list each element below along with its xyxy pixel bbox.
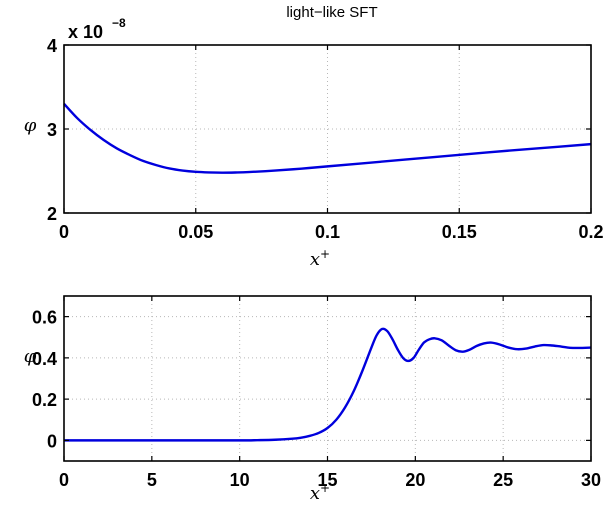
top-y-tick-label: 3 xyxy=(47,120,57,140)
bottom-panel: 0 5 10 15 20 25 30 0 0.2 0.4 0.6 φ x+ xyxy=(24,295,601,504)
top-series-line xyxy=(63,102,592,174)
top-x-tick-label: 0.15 xyxy=(442,222,477,242)
bottom-y-axis-label: φ xyxy=(24,346,37,367)
bottom-x-tick-label: 0 xyxy=(59,470,69,490)
top-x-tick-label: 0.1 xyxy=(315,222,340,242)
bottom-x-tick-label: 25 xyxy=(493,470,513,490)
bottom-y-tick-label: 0.2 xyxy=(32,390,57,410)
bottom-x-tick-label: 10 xyxy=(230,470,250,490)
chart-title: light−like SFT xyxy=(286,4,377,21)
bottom-x-tick-label: 5 xyxy=(147,470,157,490)
bottom-y-tick-label: 0 xyxy=(47,431,57,451)
top-y-axis-label: φ xyxy=(24,115,37,136)
bottom-series-line xyxy=(64,327,592,442)
top-x-tick-label: 0.05 xyxy=(178,222,213,242)
bottom-x-tick-label: 20 xyxy=(405,470,425,490)
top-y-tick-label: 4 xyxy=(47,36,57,56)
exponent-label: x 10 xyxy=(68,22,103,42)
top-y-tick-label: 2 xyxy=(47,204,57,224)
bottom-x-tick-label: 30 xyxy=(581,470,601,490)
top-x-axis-label: x+ xyxy=(310,247,330,270)
top-panel: 0 0.05 0.1 0.15 0.2 2 3 4 light−like SFT x 10 −… xyxy=(0,0,608,270)
bottom-x-tick-label: 15 xyxy=(317,470,337,490)
bottom-y-tick-label: 0.4 xyxy=(32,349,57,369)
bottom-x-axis-label: x+ xyxy=(310,481,330,504)
top-x-tick-label: 0 xyxy=(59,222,69,242)
top-panel-background xyxy=(0,0,608,240)
top-x-tick-label: 0.2 xyxy=(578,222,603,242)
exponent-power: −8 xyxy=(112,16,126,30)
bottom-y-tick-label: 0.6 xyxy=(32,308,57,328)
